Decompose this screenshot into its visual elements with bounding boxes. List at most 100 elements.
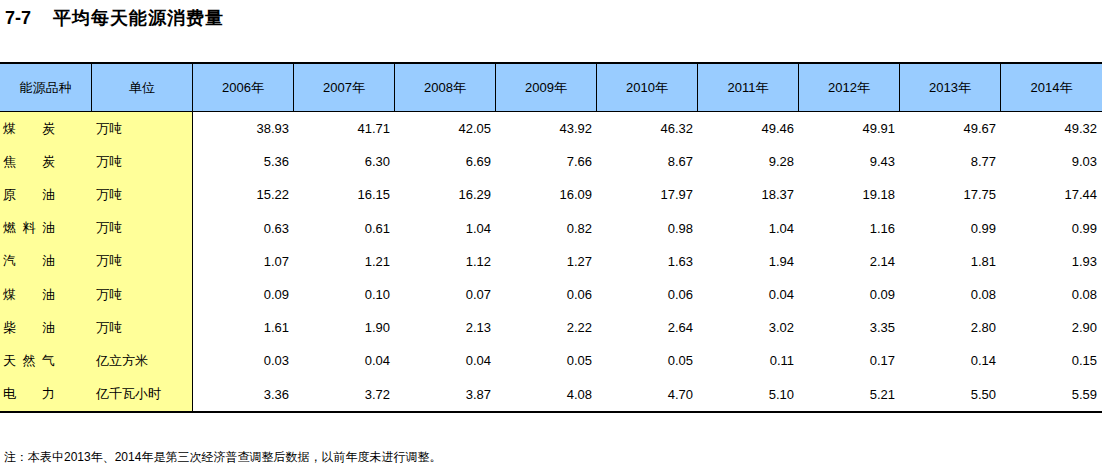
table-row: 电力亿千瓦小时3.363.723.874.084.705.105.215.505… bbox=[0, 378, 1102, 411]
header-year: 2006年 bbox=[193, 64, 294, 111]
row-unit: 万吨 bbox=[92, 212, 193, 245]
value-cell: 2.80 bbox=[900, 311, 1001, 344]
row-label-cell: 焦炭 bbox=[0, 145, 92, 178]
value-cell: 1.63 bbox=[597, 245, 698, 278]
table-row: 燃料油万吨0.630.611.040.820.981.041.160.990.9… bbox=[0, 212, 1102, 245]
value-cell: 3.87 bbox=[395, 378, 496, 411]
value-cell: 0.07 bbox=[395, 278, 496, 311]
value-cell: 1.61 bbox=[193, 311, 294, 344]
value-cell: 0.08 bbox=[900, 278, 1001, 311]
value-cell: 0.99 bbox=[900, 212, 1001, 245]
value-cell: 0.15 bbox=[1001, 344, 1102, 377]
value-cell: 16.15 bbox=[294, 178, 395, 211]
row-label-cell: 天然气 bbox=[0, 344, 92, 377]
row-label: 汽油 bbox=[3, 252, 55, 270]
value-cell: 2.22 bbox=[496, 311, 597, 344]
table-row: 汽油万吨1.071.211.121.271.631.942.141.811.93 bbox=[0, 245, 1102, 278]
value-cell: 2.90 bbox=[1001, 311, 1102, 344]
value-cell: 0.10 bbox=[294, 278, 395, 311]
row-label: 原油 bbox=[3, 186, 55, 204]
title-text: 平均每天能源消费量 bbox=[53, 8, 224, 28]
row-label-cell: 煤炭 bbox=[0, 112, 92, 145]
table-row: 柴油万吨1.611.902.132.222.643.023.352.802.90 bbox=[0, 311, 1102, 344]
row-label: 燃料油 bbox=[3, 219, 55, 237]
value-cell: 6.69 bbox=[395, 145, 496, 178]
value-cell: 5.21 bbox=[799, 378, 900, 411]
value-cell: 42.05 bbox=[395, 112, 496, 145]
row-unit: 万吨 bbox=[92, 145, 193, 178]
row-unit: 万吨 bbox=[92, 245, 193, 278]
header-year: 2009年 bbox=[496, 64, 597, 111]
value-cell: 5.59 bbox=[1001, 378, 1102, 411]
row-label: 煤炭 bbox=[3, 120, 55, 138]
value-cell: 0.98 bbox=[597, 212, 698, 245]
value-cell: 18.37 bbox=[698, 178, 799, 211]
row-label-cell: 电力 bbox=[0, 378, 92, 411]
value-cell: 0.09 bbox=[193, 278, 294, 311]
page-title: 7-7 平均每天能源消费量 bbox=[5, 6, 224, 30]
value-cell: 1.21 bbox=[294, 245, 395, 278]
row-label: 焦炭 bbox=[3, 153, 55, 171]
value-cell: 1.04 bbox=[698, 212, 799, 245]
table-row: 煤油万吨0.090.100.070.060.060.040.090.080.08 bbox=[0, 278, 1102, 311]
row-label-cell: 原油 bbox=[0, 178, 92, 211]
header-year: 2011年 bbox=[698, 64, 799, 111]
value-cell: 9.03 bbox=[1001, 145, 1102, 178]
value-cell: 16.09 bbox=[496, 178, 597, 211]
energy-consumption-table: 能源品种单位2006年2007年2008年2009年2010年2011年2012… bbox=[0, 62, 1102, 413]
value-cell: 0.04 bbox=[395, 344, 496, 377]
value-cell: 43.92 bbox=[496, 112, 597, 145]
row-label-cell: 燃料油 bbox=[0, 212, 92, 245]
value-cell: 0.11 bbox=[698, 344, 799, 377]
value-cell: 0.06 bbox=[496, 278, 597, 311]
value-cell: 15.22 bbox=[193, 178, 294, 211]
header-year: 2008年 bbox=[395, 64, 496, 111]
value-cell: 0.61 bbox=[294, 212, 395, 245]
table-footnote: 注：本表中2013年、2014年是第三次经济普查调整后数据，以前年度未进行调整。 bbox=[4, 449, 441, 466]
header-year: 2014年 bbox=[1001, 64, 1102, 111]
value-cell: 49.67 bbox=[900, 112, 1001, 145]
value-cell: 3.36 bbox=[193, 378, 294, 411]
value-cell: 17.44 bbox=[1001, 178, 1102, 211]
value-cell: 0.17 bbox=[799, 344, 900, 377]
value-cell: 1.16 bbox=[799, 212, 900, 245]
row-unit: 亿立方米 bbox=[92, 344, 193, 377]
value-cell: 38.93 bbox=[193, 112, 294, 145]
header-year: 2010年 bbox=[597, 64, 698, 111]
value-cell: 1.90 bbox=[294, 311, 395, 344]
value-cell: 8.77 bbox=[900, 145, 1001, 178]
value-cell: 7.66 bbox=[496, 145, 597, 178]
row-unit: 万吨 bbox=[92, 278, 193, 311]
header-year: 2012年 bbox=[799, 64, 900, 111]
value-cell: 49.46 bbox=[698, 112, 799, 145]
table-row: 原油万吨15.2216.1516.2916.0917.9718.3719.181… bbox=[0, 178, 1102, 211]
value-cell: 0.03 bbox=[193, 344, 294, 377]
value-cell: 1.81 bbox=[900, 245, 1001, 278]
value-cell: 17.97 bbox=[597, 178, 698, 211]
value-cell: 0.05 bbox=[496, 344, 597, 377]
value-cell: 1.07 bbox=[193, 245, 294, 278]
value-cell: 0.04 bbox=[294, 344, 395, 377]
value-cell: 0.14 bbox=[900, 344, 1001, 377]
table-row: 焦炭万吨5.366.306.697.668.679.289.438.779.03 bbox=[0, 145, 1102, 178]
value-cell: 3.72 bbox=[294, 378, 395, 411]
table-number: 7-7 bbox=[5, 8, 31, 28]
value-cell: 46.32 bbox=[597, 112, 698, 145]
value-cell: 2.14 bbox=[799, 245, 900, 278]
row-label: 电力 bbox=[3, 385, 55, 403]
row-label: 煤油 bbox=[3, 286, 55, 304]
value-cell: 9.28 bbox=[698, 145, 799, 178]
row-label-cell: 汽油 bbox=[0, 245, 92, 278]
value-cell: 0.04 bbox=[698, 278, 799, 311]
header-unit: 单位 bbox=[92, 64, 193, 111]
value-cell: 9.43 bbox=[799, 145, 900, 178]
value-cell: 16.29 bbox=[395, 178, 496, 211]
header-year: 2007年 bbox=[294, 64, 395, 111]
value-cell: 1.12 bbox=[395, 245, 496, 278]
value-cell: 4.70 bbox=[597, 378, 698, 411]
value-cell: 5.50 bbox=[900, 378, 1001, 411]
value-cell: 17.75 bbox=[900, 178, 1001, 211]
row-label-cell: 煤油 bbox=[0, 278, 92, 311]
header-year: 2013年 bbox=[900, 64, 1001, 111]
value-cell: 0.82 bbox=[496, 212, 597, 245]
